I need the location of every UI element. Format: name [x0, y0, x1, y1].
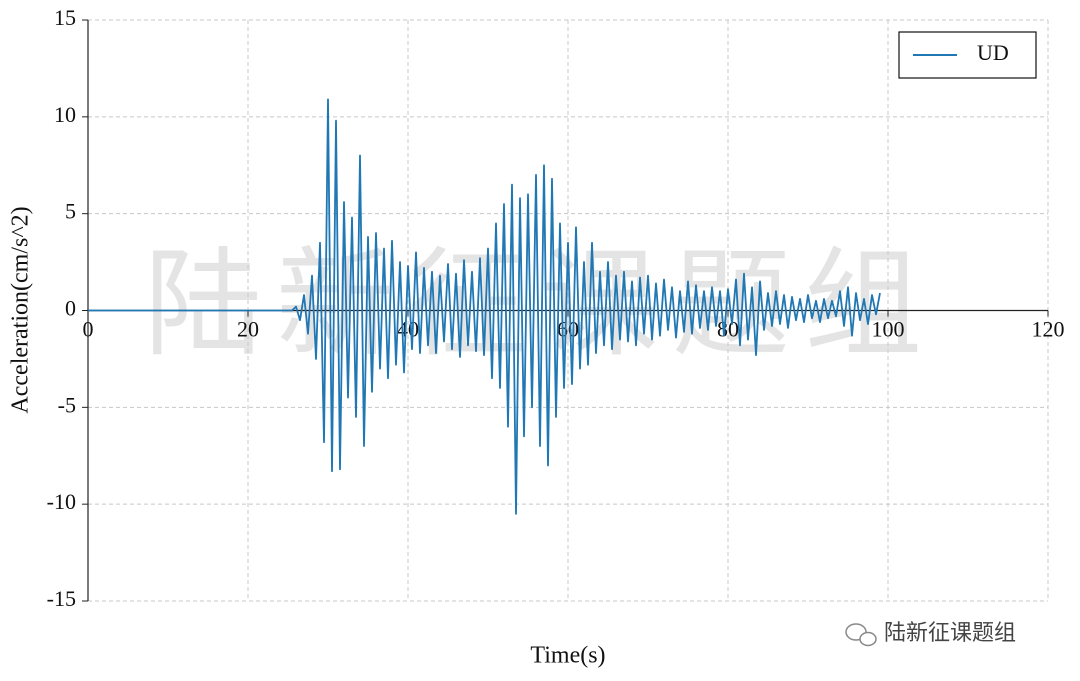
x-tick-label: 120	[1032, 317, 1065, 342]
y-tick-label: -5	[58, 392, 76, 417]
x-tick-label: 80	[717, 317, 739, 342]
x-axis-label: Time(s)	[530, 643, 605, 669]
y-tick-label: 5	[65, 199, 76, 224]
footer-icon	[845, 623, 877, 647]
x-tick-label: 60	[557, 317, 579, 342]
y-tick-label: 0	[65, 296, 76, 321]
footer-text: 陆新征课题组	[884, 621, 1016, 646]
y-axis-label: Acceleration(cm/s^2)	[8, 206, 34, 413]
legend-label: UD	[977, 40, 1009, 65]
y-tick-label: -15	[47, 586, 76, 611]
x-tick-label: 100	[872, 317, 905, 342]
data-line	[88, 98, 881, 515]
legend: UD	[898, 31, 1037, 79]
x-tick-label: 40	[397, 317, 419, 342]
y-tick-label: 15	[54, 5, 76, 30]
x-tick-label: 20	[237, 317, 259, 342]
y-tick-label: -10	[47, 489, 76, 514]
y-tick-label: 10	[54, 102, 76, 127]
